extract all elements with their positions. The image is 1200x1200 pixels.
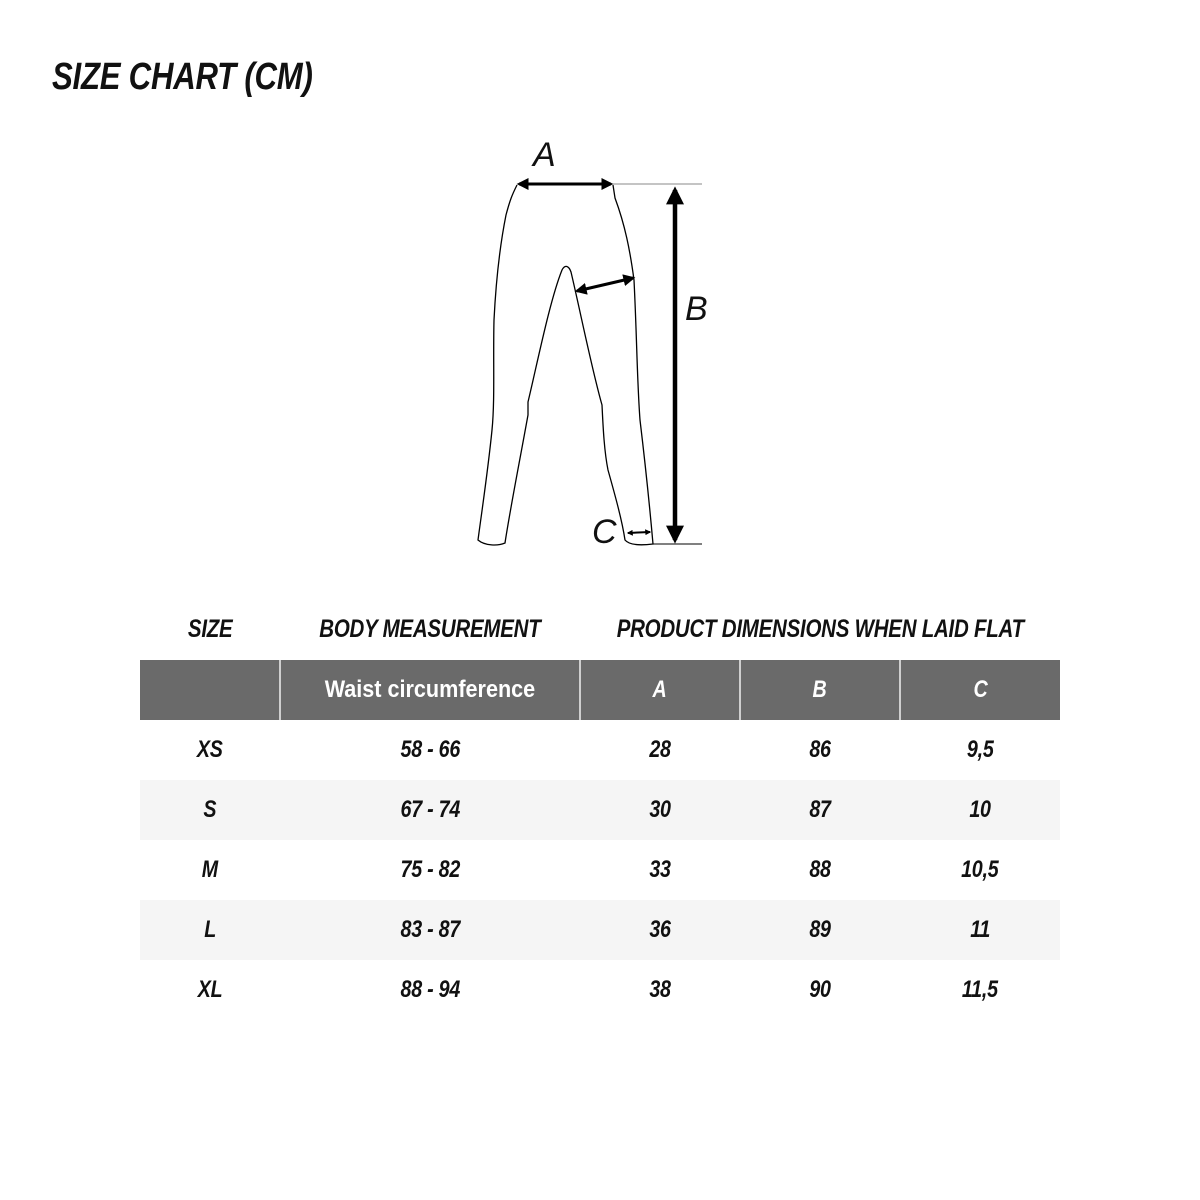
cell-size: S bbox=[140, 780, 280, 840]
header-a: A bbox=[579, 660, 740, 720]
table-row: XS 58 - 66 28 86 9,5 bbox=[140, 720, 1060, 780]
cell-size: XS bbox=[197, 736, 223, 763]
cell-size: L bbox=[140, 900, 280, 960]
header-b: B bbox=[739, 660, 900, 720]
cell-a: 33 bbox=[649, 856, 671, 883]
cell-a: 30 bbox=[580, 780, 740, 840]
cell-waist: 88 - 94 bbox=[400, 976, 460, 1003]
table-row: S 67 - 74 30 87 10 bbox=[140, 780, 1060, 840]
cell-a: 38 bbox=[649, 976, 671, 1003]
cell-c: 10 bbox=[900, 780, 1060, 840]
cell-size: M bbox=[201, 856, 219, 883]
leggings-outline bbox=[477, 184, 654, 546]
cell-c: 11 bbox=[900, 900, 1060, 960]
cell-b: 86 bbox=[809, 736, 831, 763]
page-title: SIZE CHART (CM) bbox=[52, 56, 313, 98]
label-b: B bbox=[685, 290, 708, 328]
table-row: M 75 - 82 33 88 10,5 bbox=[140, 840, 1060, 900]
thigh-arrow bbox=[574, 274, 636, 295]
cell-c: 9,5 bbox=[966, 736, 994, 763]
table-row: XL 88 - 94 38 90 11,5 bbox=[140, 960, 1060, 1020]
cell-waist: 83 - 87 bbox=[280, 900, 580, 960]
cell-a: 36 bbox=[580, 900, 740, 960]
measure-c-arrow bbox=[626, 529, 652, 536]
cell-waist: 58 - 66 bbox=[400, 736, 460, 763]
leggings-diagram bbox=[477, 178, 702, 546]
size-table: Waist circumference A B C XS 58 - 66 28 86 9… bbox=[140, 660, 1060, 1020]
label-a: A bbox=[533, 136, 556, 174]
cell-b: 90 bbox=[809, 976, 831, 1003]
cell-waist: 75 - 82 bbox=[400, 856, 460, 883]
label-c: C bbox=[592, 513, 617, 551]
cell-c: 11,5 bbox=[962, 976, 998, 1003]
group-product: PRODUCT DIMENSIONS WHEN LAID FLAT bbox=[616, 615, 1024, 643]
header-c: C bbox=[899, 660, 1060, 720]
cell-b: 88 bbox=[809, 856, 831, 883]
group-size: SIZE bbox=[187, 615, 233, 643]
group-body: BODY MEASUREMENT bbox=[319, 615, 541, 643]
header-row: Waist circumference A B C bbox=[140, 660, 1060, 720]
cell-b: 87 bbox=[740, 780, 900, 840]
cell-waist: 67 - 74 bbox=[280, 780, 580, 840]
header-size bbox=[140, 660, 280, 720]
header-waist: Waist circumference bbox=[279, 660, 580, 720]
table-row: L 83 - 87 36 89 11 bbox=[140, 900, 1060, 960]
cell-c: 10,5 bbox=[961, 856, 999, 883]
cell-b: 89 bbox=[740, 900, 900, 960]
cell-size: XL bbox=[197, 976, 223, 1003]
cell-a: 28 bbox=[649, 736, 671, 763]
